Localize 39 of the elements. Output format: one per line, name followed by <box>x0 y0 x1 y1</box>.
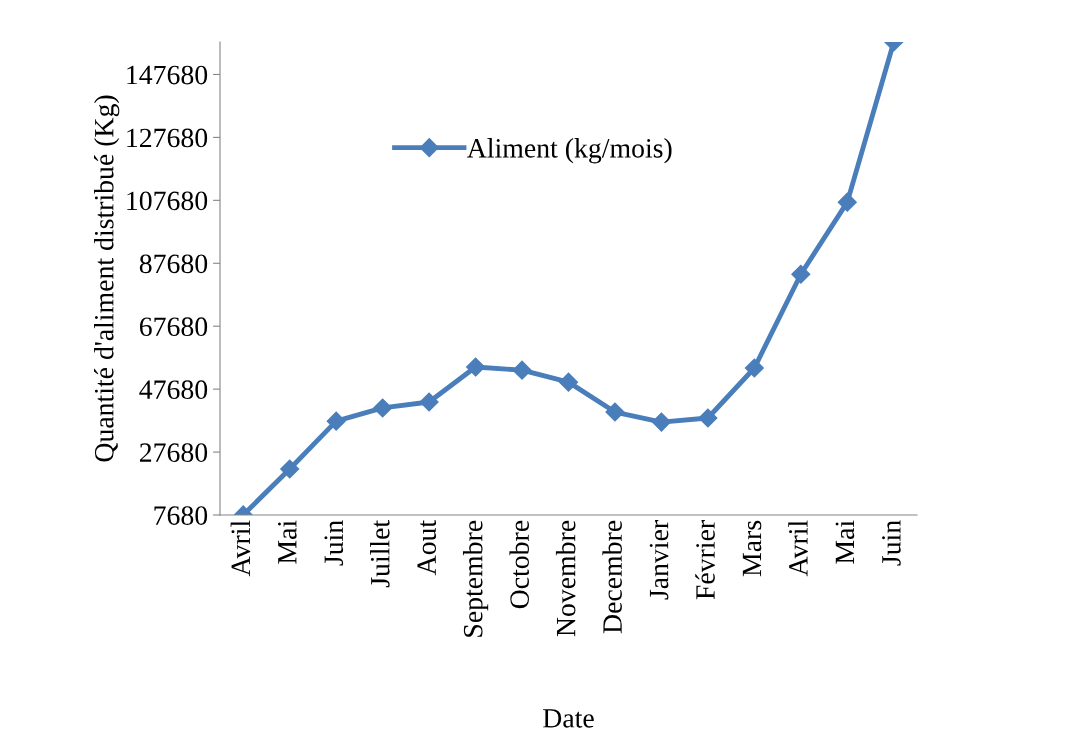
x-tick-label: Avril <box>230 520 251 577</box>
x-tick-label: Janvier <box>649 520 669 600</box>
y-tick-label: 47680 <box>139 380 208 400</box>
x-tick-label: Juin <box>324 520 344 566</box>
point <box>837 192 857 212</box>
point <box>698 408 718 428</box>
x-tick-label: Octobre <box>509 520 529 609</box>
y-tick-label: 147680 <box>127 65 208 85</box>
point <box>419 392 439 412</box>
x-tick-label: Juillet <box>370 520 390 588</box>
y-tick-label: 127680 <box>127 128 208 148</box>
x-tick-label: Juin <box>882 520 901 566</box>
point <box>651 412 671 432</box>
point <box>791 264 811 284</box>
x-tick-label: Février <box>695 520 715 600</box>
point <box>466 357 486 377</box>
x-tick-label: Septembre <box>462 520 489 637</box>
x-tick-label: Mai <box>835 520 855 564</box>
x-tick-label: Mars <box>742 520 762 577</box>
point <box>280 459 300 479</box>
x-tick-label: Aout <box>417 520 437 576</box>
y-axis-title: Quantité d'aliment distribué (Kg) <box>94 95 120 462</box>
x-tick-label: Decembre <box>602 520 622 634</box>
legend-label: Aliment (kg/mois) <box>467 138 672 164</box>
point <box>326 411 346 431</box>
x-tick-label: Novembre <box>555 520 576 637</box>
y-tick-label: 107680 <box>127 191 208 211</box>
point <box>744 358 764 378</box>
point <box>512 360 532 380</box>
y-tick-label: 67680 <box>139 317 208 337</box>
point <box>373 398 393 418</box>
y-tick-label: 87680 <box>139 254 208 274</box>
point <box>605 402 625 422</box>
x-axis-title: Date <box>543 709 594 728</box>
x-tick-label: Avril <box>788 520 808 577</box>
y-tick-label: 27680 <box>139 443 208 462</box>
x-tick-label: Mai <box>277 520 297 564</box>
point <box>558 372 579 392</box>
y-tick-label: 7680 <box>154 506 208 525</box>
